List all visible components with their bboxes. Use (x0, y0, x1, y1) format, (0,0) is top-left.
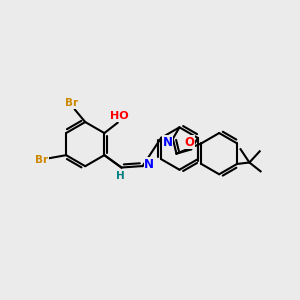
Text: N: N (163, 136, 172, 149)
Text: Br: Br (35, 154, 48, 165)
Text: H: H (116, 171, 124, 181)
Text: HO: HO (110, 111, 128, 121)
Text: N: N (144, 158, 154, 171)
Text: O: O (185, 136, 195, 148)
Text: Br: Br (65, 98, 78, 108)
